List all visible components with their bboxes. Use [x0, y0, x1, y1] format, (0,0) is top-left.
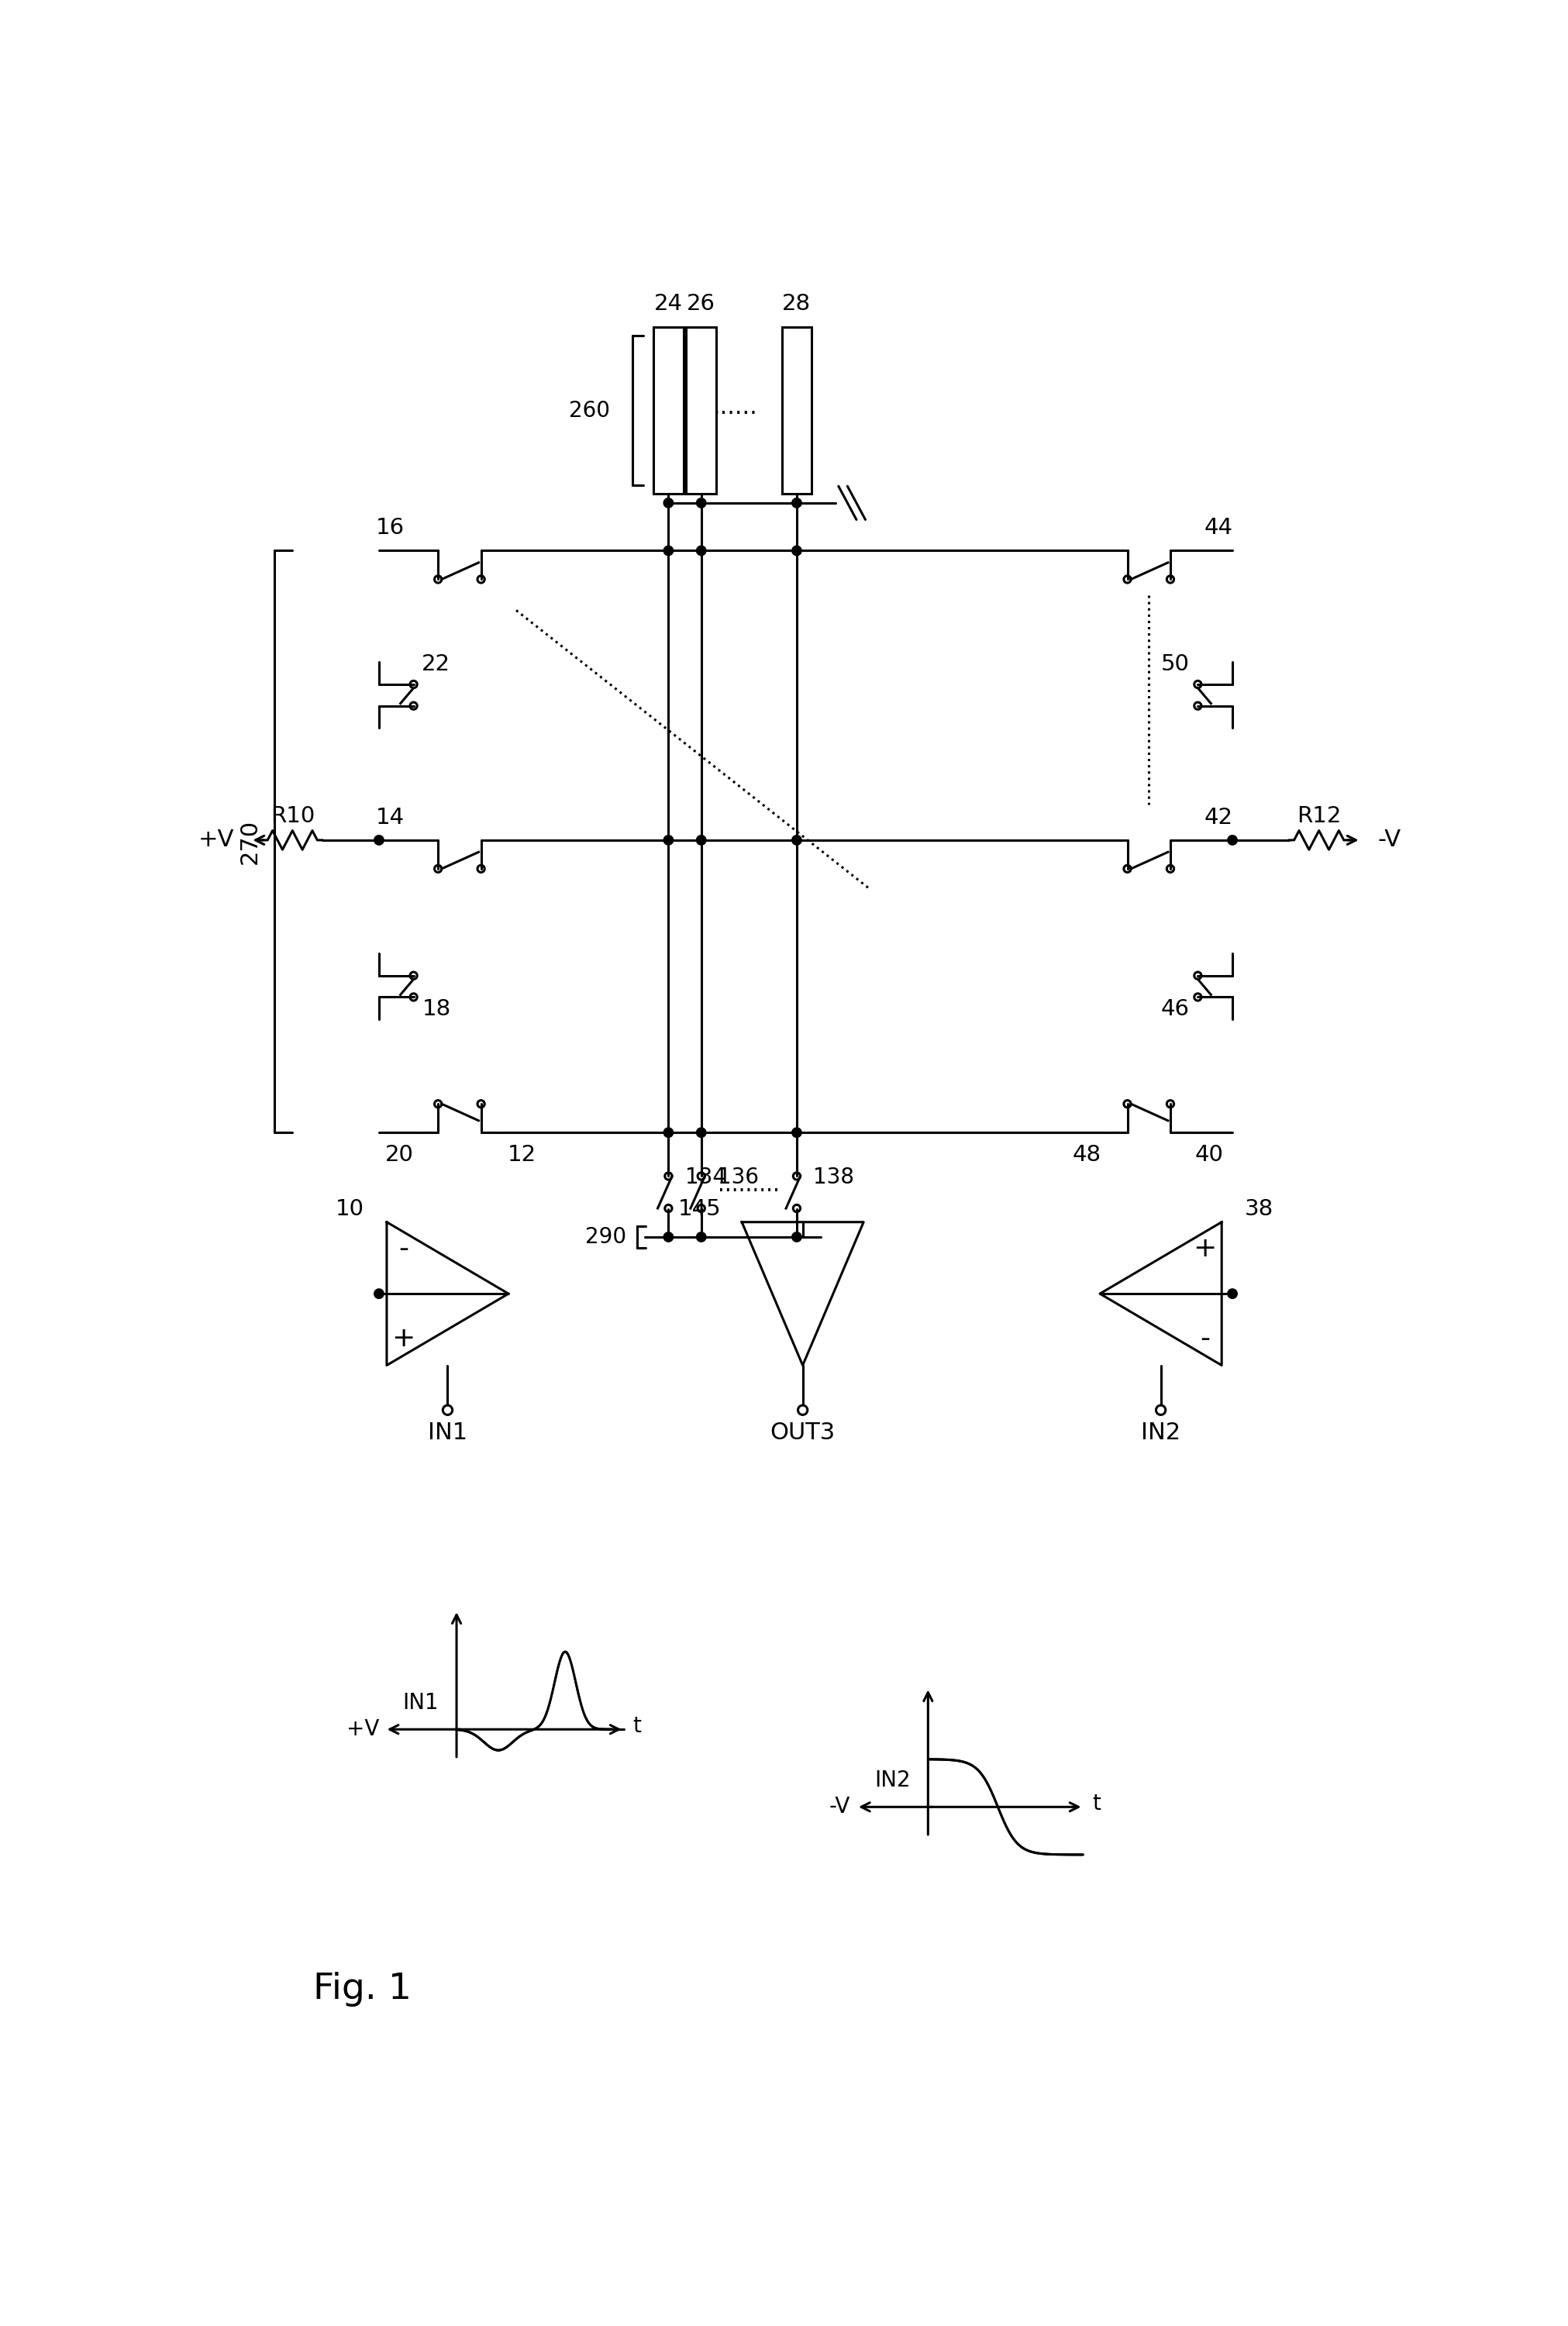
Text: +: + — [392, 1326, 416, 1351]
Text: 28: 28 — [782, 293, 811, 314]
Circle shape — [698, 835, 706, 844]
Text: 18: 18 — [422, 998, 452, 1019]
Text: 290: 290 — [585, 1226, 627, 1247]
Circle shape — [698, 1128, 706, 1137]
Text: 26: 26 — [687, 293, 715, 314]
Text: 134: 134 — [685, 1165, 726, 1189]
Text: 48: 48 — [1073, 1144, 1101, 1165]
Text: -: - — [1200, 1326, 1210, 1351]
Bar — [687, 328, 717, 493]
Text: Fig. 1: Fig. 1 — [314, 1972, 412, 2007]
Text: IN1: IN1 — [428, 1421, 467, 1444]
Text: 42: 42 — [1204, 807, 1232, 828]
Circle shape — [792, 498, 801, 507]
Text: 16: 16 — [376, 516, 405, 540]
Circle shape — [698, 1233, 706, 1242]
Text: IN2: IN2 — [875, 1770, 911, 1791]
Text: ......: ...... — [713, 395, 757, 419]
Circle shape — [792, 1128, 801, 1137]
Text: 10: 10 — [336, 1198, 364, 1219]
Text: +: + — [1193, 1235, 1217, 1263]
Text: 24: 24 — [654, 293, 682, 314]
Circle shape — [665, 1233, 673, 1242]
Text: R10: R10 — [270, 805, 315, 828]
Text: -V: -V — [829, 1796, 850, 1819]
Text: R12: R12 — [1297, 805, 1341, 828]
Circle shape — [792, 1233, 801, 1242]
Text: 145: 145 — [677, 1198, 721, 1219]
Bar — [782, 328, 812, 493]
Circle shape — [1228, 1289, 1237, 1298]
Text: 138: 138 — [814, 1165, 855, 1189]
Text: +V: +V — [347, 1719, 379, 1740]
Text: 270: 270 — [238, 819, 260, 863]
Circle shape — [375, 835, 383, 844]
Text: 50: 50 — [1160, 654, 1190, 675]
Text: t: t — [632, 1717, 641, 1738]
Circle shape — [792, 547, 801, 556]
Text: 136: 136 — [718, 1165, 759, 1189]
Circle shape — [665, 547, 673, 556]
Text: .........: ......... — [718, 1175, 779, 1196]
Text: 44: 44 — [1204, 516, 1232, 540]
Circle shape — [665, 835, 673, 844]
Text: IN2: IN2 — [1142, 1421, 1181, 1444]
Circle shape — [375, 1289, 383, 1298]
Circle shape — [792, 835, 801, 844]
Circle shape — [1228, 835, 1237, 844]
Text: 14: 14 — [376, 807, 405, 828]
Text: t: t — [1093, 1793, 1101, 1814]
Text: -: - — [398, 1235, 409, 1263]
Text: 38: 38 — [1245, 1198, 1273, 1219]
Circle shape — [665, 498, 673, 507]
Text: 20: 20 — [386, 1144, 414, 1165]
Text: 46: 46 — [1160, 998, 1190, 1019]
Text: IN1: IN1 — [403, 1691, 439, 1714]
Text: 260: 260 — [569, 400, 610, 421]
Circle shape — [665, 1128, 673, 1137]
Circle shape — [698, 547, 706, 556]
Text: 22: 22 — [422, 654, 450, 675]
Text: 40: 40 — [1195, 1144, 1223, 1165]
Text: OUT3: OUT3 — [770, 1421, 836, 1444]
Text: 12: 12 — [508, 1144, 536, 1165]
Text: -V: -V — [1377, 828, 1400, 851]
Text: +V: +V — [198, 828, 234, 851]
Circle shape — [698, 498, 706, 507]
Bar — [654, 328, 684, 493]
